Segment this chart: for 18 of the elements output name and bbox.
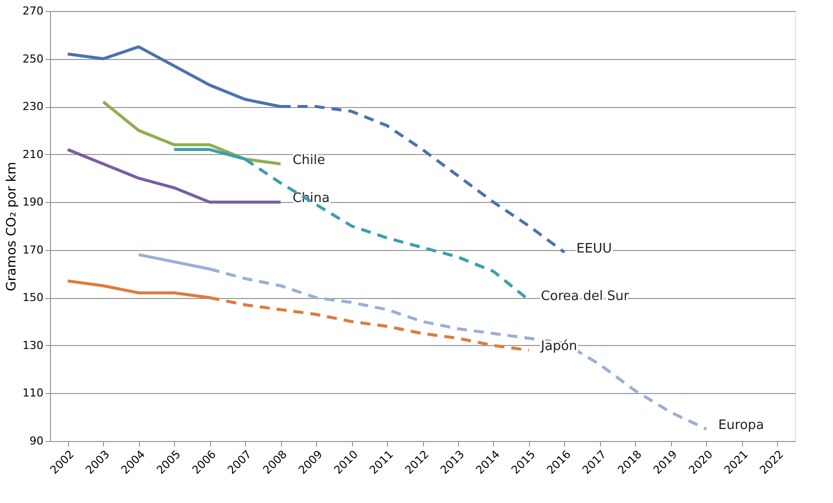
y-tick-label: 190	[22, 196, 44, 209]
y-axis-title: Gramos CO₂ por km	[4, 162, 20, 292]
line-series	[102, 100, 282, 166]
series-label: Europa	[718, 418, 764, 434]
y-tick-label: 170	[22, 243, 44, 256]
y-tick-label: 270	[22, 4, 44, 18]
series-label: EEUU	[576, 241, 612, 256]
y-tick-label: 210	[22, 148, 44, 161]
y-tick-label: 230	[22, 100, 44, 114]
series-label: Chile	[292, 152, 326, 168]
line-series	[66, 148, 282, 204]
y-tick-label: 90	[30, 434, 44, 448]
y-tick-label: 110	[22, 386, 44, 400]
series-label: Japón	[540, 339, 578, 354]
y-tick-label: 130	[22, 338, 44, 352]
series-label: Corea del Sur	[540, 289, 630, 304]
y-tick-label: 250	[22, 52, 44, 66]
y-tick-label: 150	[22, 291, 44, 304]
